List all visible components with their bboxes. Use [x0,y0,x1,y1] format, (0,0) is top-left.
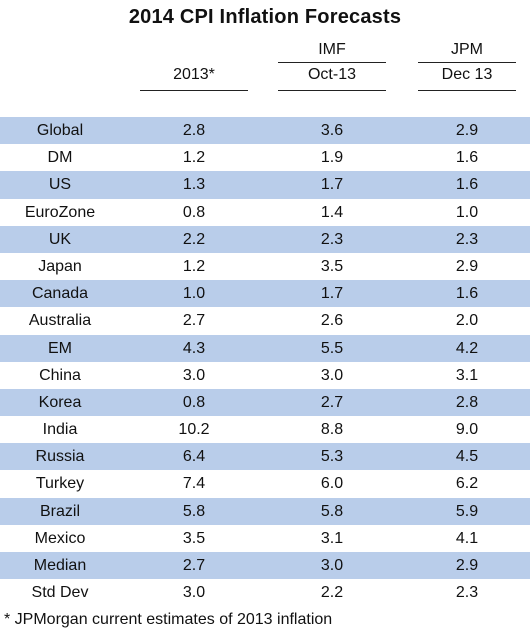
table-row: Canada 1.0 1.7 1.6 [0,280,530,308]
table-row: EM 4.3 5.5 4.2 [0,334,530,362]
value-2013: 2.7 [182,312,206,330]
value-2013: 1.0 [182,285,206,303]
value-2013: 5.8 [182,502,206,520]
row-label: China [39,366,81,384]
value-imf-oct13: 1.7 [320,176,344,194]
column-group-jpm: JPM [418,41,516,63]
value-2013: 3.5 [182,529,206,547]
value-imf-oct13: 5.5 [320,339,344,357]
footnote: * JPMorgan current estimates of 2013 inf… [4,611,333,628]
table-row: Std Dev 3.0 2.2 2.3 [0,579,530,606]
value-imf-oct13: 3.6 [320,122,344,139]
value-2013: 6.4 [182,448,206,466]
value-jpm-dec13: 1.0 [455,203,479,221]
row-label: India [42,421,78,439]
value-imf-oct13: 2.2 [320,584,344,602]
value-2013: 1.3 [182,176,206,194]
table-row: UK 2.2 2.3 2.3 [0,225,530,253]
value-jpm-dec13: 4.5 [455,448,479,466]
value-imf-oct13: 3.0 [320,557,344,574]
row-label: Russia [35,448,85,466]
value-2013: 1.2 [182,257,206,275]
value-imf-oct13: 5.3 [320,448,344,466]
value-2013: 2.2 [182,230,206,248]
value-jpm-dec13: 2.9 [455,557,479,574]
value-imf-oct13: 2.7 [320,393,344,411]
value-imf-oct13: 5.8 [320,502,344,520]
table-row: Japan 1.2 3.5 2.9 [0,253,530,280]
column-header-imf-oct13: Oct-13 [278,66,386,91]
value-imf-oct13: 3.5 [320,257,344,275]
column-header-jpm-dec13: Dec 13 [418,66,516,91]
forecast-table: Global 2.8 3.6 2.9 DM 1.2 1.9 1.6 US 1.3 1.7 1.6 Eur… [0,117,530,606]
value-jpm-dec13: 1.6 [455,176,479,194]
value-2013: 2.7 [182,557,206,574]
value-imf-oct13: 1.4 [320,203,344,221]
value-2013: 4.3 [182,339,206,357]
row-label: Mexico [34,529,86,547]
value-jpm-dec13: 5.9 [455,502,479,520]
table-row: Global 2.8 3.6 2.9 [0,117,530,145]
value-jpm-dec13: 6.2 [455,475,479,493]
table-row: US 1.3 1.7 1.6 [0,171,530,199]
value-jpm-dec13: 3.1 [455,366,479,384]
value-2013: 10.2 [178,421,210,439]
value-2013: 1.2 [182,149,206,167]
row-label: Median [33,557,87,574]
value-jpm-dec13: 2.3 [455,584,479,602]
row-label: Canada [31,285,89,303]
row-label: EuroZone [24,203,96,221]
row-label: UK [48,230,72,248]
row-label: Australia [28,312,92,330]
value-2013: 7.4 [182,475,206,493]
table-row: Brazil 5.8 5.8 5.9 [0,497,530,525]
value-2013: 0.8 [182,203,206,221]
value-imf-oct13: 1.9 [320,149,344,167]
value-jpm-dec13: 2.0 [455,312,479,330]
column-header-2013: 2013* [140,66,248,91]
column-group-imf: IMF [278,41,386,63]
value-imf-oct13: 3.1 [320,529,344,547]
table-row: Median 2.7 3.0 2.9 [0,552,530,580]
table-row: EuroZone 0.8 1.4 1.0 [0,199,530,226]
value-jpm-dec13: 2.9 [455,257,479,275]
value-jpm-dec13: 1.6 [455,285,479,303]
value-imf-oct13: 6.0 [320,475,344,493]
table-row: China 3.0 3.0 3.1 [0,362,530,389]
value-imf-oct13: 3.0 [320,366,344,384]
value-imf-oct13: 8.8 [320,421,344,439]
row-label: Global [36,122,84,139]
value-jpm-dec13: 2.3 [455,230,479,248]
row-label: Turkey [35,475,85,493]
value-2013: 3.0 [182,584,206,602]
row-label: EM [48,339,72,357]
row-label: Brazil [39,502,80,520]
table-row: Turkey 7.4 6.0 6.2 [0,470,530,497]
table-row: Korea 0.8 2.7 2.8 [0,388,530,417]
value-jpm-dec13: 2.9 [455,122,479,139]
row-label: Korea [38,393,82,411]
value-jpm-dec13: 9.0 [455,421,479,439]
value-jpm-dec13: 4.2 [455,339,479,357]
table-row: Russia 6.4 5.3 4.5 [0,443,530,471]
value-jpm-dec13: 2.8 [455,393,479,411]
value-2013: 3.0 [182,366,206,384]
value-jpm-dec13: 4.1 [455,529,479,547]
row-label: Std Dev [31,584,89,602]
table-row: DM 1.2 1.9 1.6 [0,144,530,171]
chart-title: 2014 CPI Inflation Forecasts [128,6,402,28]
table-row: Australia 2.7 2.6 2.0 [0,307,530,334]
row-label: US [48,176,72,194]
value-2013: 0.8 [182,393,206,411]
row-label: DM [47,149,73,167]
value-imf-oct13: 1.7 [320,285,344,303]
row-label: Japan [38,257,82,275]
value-imf-oct13: 2.6 [320,312,344,330]
value-imf-oct13: 2.3 [320,230,344,248]
value-jpm-dec13: 1.6 [455,149,479,167]
value-2013: 2.8 [182,122,206,139]
table-row: Mexico 3.5 3.1 4.1 [0,525,530,552]
table-row: India 10.2 8.8 9.0 [0,416,530,443]
